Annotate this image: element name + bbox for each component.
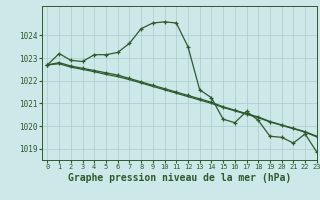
X-axis label: Graphe pression niveau de la mer (hPa): Graphe pression niveau de la mer (hPa): [68, 173, 291, 183]
